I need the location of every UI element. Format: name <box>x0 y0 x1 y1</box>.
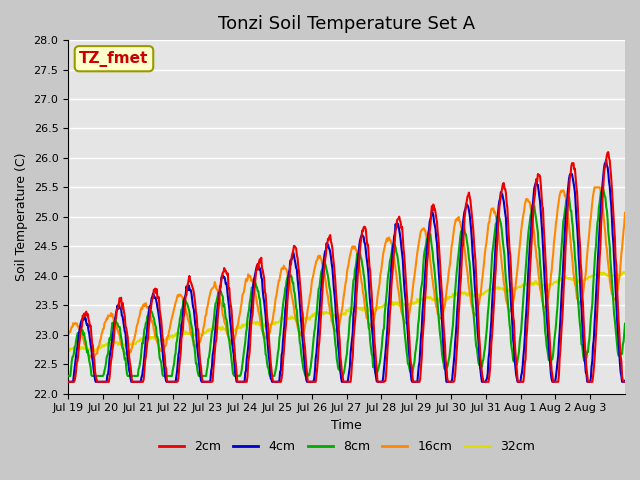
Legend: 2cm, 4cm, 8cm, 16cm, 32cm: 2cm, 4cm, 8cm, 16cm, 32cm <box>154 435 540 458</box>
Text: TZ_fmet: TZ_fmet <box>79 51 148 67</box>
Title: Tonzi Soil Temperature Set A: Tonzi Soil Temperature Set A <box>218 15 475 33</box>
X-axis label: Time: Time <box>332 419 362 432</box>
Y-axis label: Soil Temperature (C): Soil Temperature (C) <box>15 153 28 281</box>
